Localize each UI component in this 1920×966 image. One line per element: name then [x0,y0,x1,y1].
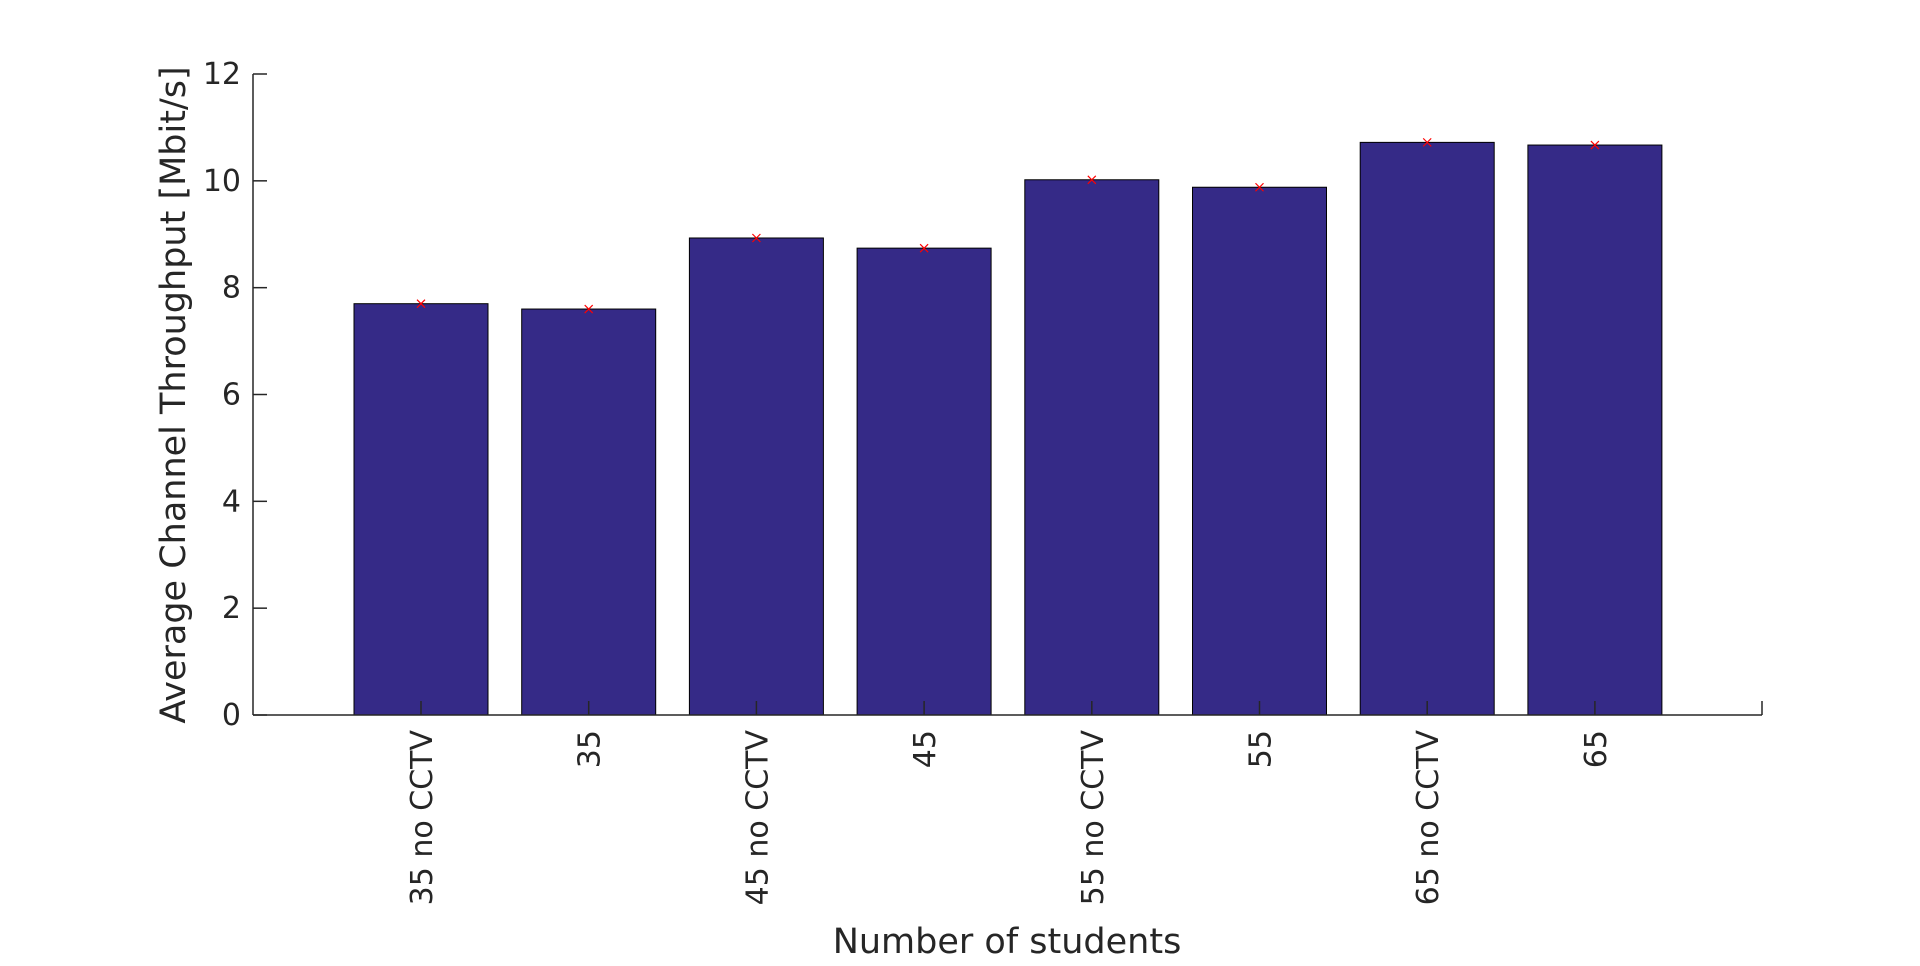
y-tick-label: 2 [222,591,241,626]
y-tick-label: 4 [222,484,241,519]
bar [521,308,657,716]
y-axis-label: Average Channel Throughput [Mbit/s] [154,66,194,723]
bar [1024,179,1160,716]
bar [1527,144,1663,716]
value-marker [584,304,594,314]
bar [1359,141,1495,716]
x-tick-label: 35 [573,730,608,768]
bar [856,247,992,716]
value-marker [1422,137,1432,147]
x-tick-label: 45 [908,730,943,768]
value-marker [919,243,929,253]
value-marker [1087,175,1097,185]
x-tick-label: 45 no CCTV [740,730,775,906]
x-tick-label: 35 no CCTV [405,730,440,906]
bar [688,237,824,716]
x-tick-label: 65 [1579,730,1614,768]
y-tick-label: 0 [222,698,241,733]
x-tick-label: 55 [1244,730,1279,768]
bars-layer [353,137,1663,716]
y-tick-label: 6 [222,378,241,413]
value-marker [751,233,761,243]
value-marker [416,299,426,309]
bar [353,303,489,716]
value-marker [1255,182,1264,192]
y-tick-label: 12 [203,57,241,92]
y-tick-label: 8 [222,271,241,306]
ticks-layer: 0 2 4 6 8 10 12 35 no CCTV 35 45 no CCTV 45 55 no C… [203,57,1763,906]
value-marker [1590,140,1600,150]
y-tick-label: 10 [203,164,241,199]
x-tick-label: 55 no CCTV [1076,730,1111,906]
bar [1192,186,1327,716]
x-tick-label: 65 no CCTV [1411,730,1446,906]
x-axis-label: Number of students [833,922,1182,961]
